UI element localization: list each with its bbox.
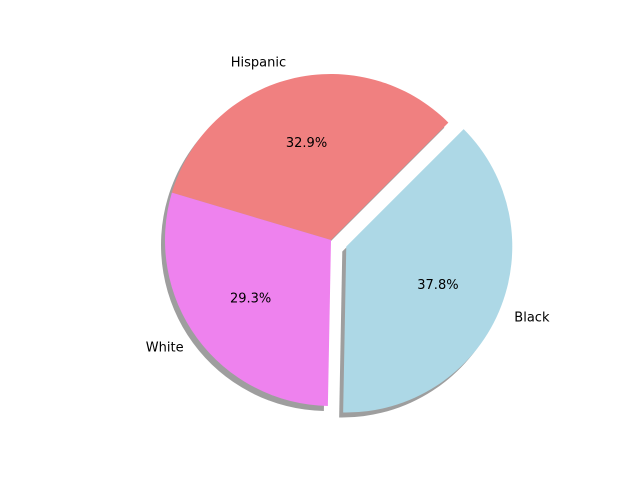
pie-slice-white bbox=[164, 192, 331, 406]
pie-slice-hispanic bbox=[171, 73, 449, 240]
pie-label-layer: Hispanic 32.9% White 29.3% Black 37.8% bbox=[146, 55, 550, 355]
pie-slice-layer bbox=[164, 73, 513, 413]
pie-category-label-white: White bbox=[146, 340, 184, 355]
pie-percent-label-white: 29.3% bbox=[230, 291, 271, 306]
pie-category-label-black: Black bbox=[514, 310, 550, 325]
pie-category-label-hispanic: Hispanic bbox=[231, 55, 286, 70]
pie-percent-label-black: 37.8% bbox=[417, 278, 458, 293]
pie-slice-black bbox=[343, 129, 513, 413]
pie-percent-label-hispanic: 32.9% bbox=[286, 136, 327, 151]
